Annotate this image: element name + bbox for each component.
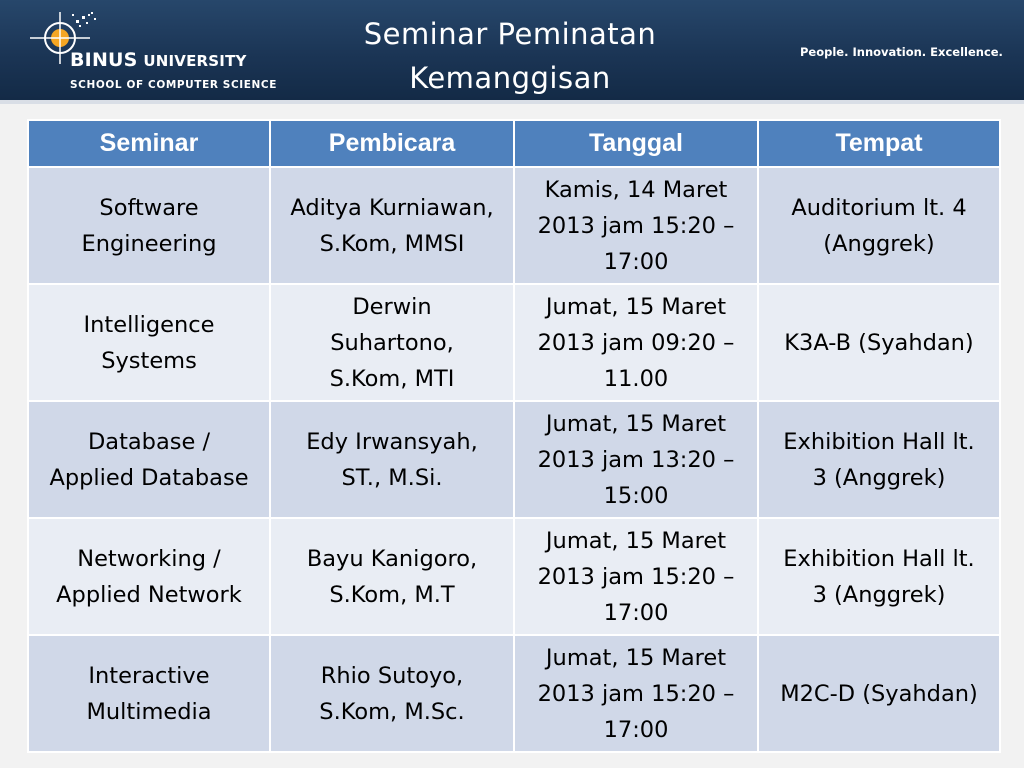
- cell-tanggal-line: Kamis, 14 Maret: [544, 176, 728, 203]
- cell-pembicara: Aditya Kurniawan, S.Kom, MMSI: [269, 166, 515, 285]
- cell-pembicara-line: ST., M.Si.: [341, 464, 443, 491]
- cell-tanggal: Jumat, 15 Maret 2013 jam 15:20 – 17:00: [513, 634, 759, 753]
- title-line-2: Kemanggisan: [409, 61, 611, 95]
- cell-pembicara-line: S.Kom, MTI: [329, 365, 455, 392]
- cell-pembicara-line: Edy Irwansyah,: [306, 428, 478, 455]
- cell-pembicara: Derwin Suhartono, S.Kom, MTI: [269, 283, 515, 402]
- cell-tempat-line: K3A-B (Syahdan): [784, 329, 974, 356]
- cell-tempat: Exhibition Hall lt. 3 (Anggrek): [757, 517, 1001, 636]
- title-line-1: Seminar Peminatan: [363, 17, 657, 51]
- cell-seminar-line: Engineering: [81, 230, 217, 257]
- table-row: Software Engineering Aditya Kurniawan, S.Ko…: [27, 166, 1001, 285]
- cell-seminar-line: Multimedia: [86, 698, 212, 725]
- cell-seminar-line: Applied Database: [49, 464, 249, 491]
- cell-seminar: Database / Applied Database: [27, 400, 271, 519]
- column-header-pembicara: Pembicara: [269, 119, 515, 168]
- cell-seminar-line: Intelligence: [83, 311, 215, 338]
- table-row: Database / Applied Database Edy Irwansyah,…: [27, 400, 1001, 519]
- cell-tanggal-line: 2013 jam 09:20 –: [537, 329, 735, 356]
- cell-seminar: Intelligence Systems: [27, 283, 271, 402]
- cell-tempat: K3A-B (Syahdan): [757, 283, 1001, 402]
- cell-seminar: Networking / Applied Network: [27, 517, 271, 636]
- cell-seminar: Interactive Multimedia: [27, 634, 271, 753]
- cell-tempat-line: M2C-D (Syahdan): [780, 680, 978, 707]
- cell-tempat-line: (Anggrek): [823, 230, 935, 257]
- cell-tanggal-line: 2013 jam 15:20 –: [537, 680, 735, 707]
- cell-tanggal-line: 2013 jam 15:20 –: [537, 563, 735, 590]
- cell-pembicara-line: Derwin: [352, 293, 432, 320]
- cell-tanggal-line: 15:00: [603, 482, 669, 509]
- cell-tempat-line: Exhibition Hall lt.: [783, 428, 975, 455]
- binus-logo-icon: [30, 12, 96, 64]
- seminar-table: Seminar Pembicara Tanggal Tempat Softwar…: [27, 119, 1001, 753]
- header-divider: [0, 100, 1024, 104]
- table-row: Intelligence Systems Derwin Suhartono, S.Kom…: [27, 283, 1001, 402]
- cell-pembicara-line: S.Kom, M.T: [329, 581, 455, 608]
- logo-school-name: SCHOOL OF COMPUTER SCIENCE: [70, 79, 277, 91]
- tagline: People. Innovation. Excellence.: [800, 45, 1003, 59]
- cell-tanggal-line: 2013 jam 15:20 –: [537, 212, 735, 239]
- cell-tanggal-line: 11.00: [603, 365, 669, 392]
- binus-logo: BINUS UNIVERSITY SCHOOL OF COMPUTER SCIE…: [28, 10, 278, 96]
- cell-tanggal: Jumat, 15 Maret 2013 jam 09:20 – 11.00: [513, 283, 759, 402]
- cell-tanggal-line: 17:00: [603, 599, 669, 626]
- cell-tanggal-line: 17:00: [603, 716, 669, 743]
- cell-seminar-line: Interactive: [88, 662, 210, 689]
- cell-tempat: Auditorium lt. 4 (Anggrek): [757, 166, 1001, 285]
- cell-tempat-line: 3 (Anggrek): [812, 464, 946, 491]
- cell-tanggal-line: Jumat, 15 Maret: [545, 293, 727, 320]
- cell-tempat-line: 3 (Anggrek): [812, 581, 946, 608]
- cell-tempat: M2C-D (Syahdan): [757, 634, 1001, 753]
- logo-university-name: BINUS UNIVERSITY: [70, 49, 247, 71]
- cell-pembicara: Edy Irwansyah, ST., M.Si.: [269, 400, 515, 519]
- table-row: Interactive Multimedia Rhio Sutoyo, S.Kom, …: [27, 634, 1001, 753]
- cell-seminar-line: Networking /: [77, 545, 221, 572]
- cell-seminar-line: Software: [99, 194, 199, 221]
- cell-seminar-line: Database /: [87, 428, 211, 455]
- cell-tanggal: Jumat, 15 Maret 2013 jam 15:20 – 17:00: [513, 517, 759, 636]
- cell-pembicara-line: Rhio Sutoyo,: [320, 662, 464, 689]
- cell-tempat: Exhibition Hall lt. 3 (Anggrek): [757, 400, 1001, 519]
- cell-tanggal: Jumat, 15 Maret 2013 jam 13:20 – 15:00: [513, 400, 759, 519]
- cell-pembicara: Rhio Sutoyo, S.Kom, M.Sc.: [269, 634, 515, 753]
- column-header-tanggal: Tanggal: [513, 119, 759, 168]
- cell-pembicara-line: S.Kom, MMSI: [319, 230, 465, 257]
- cell-tanggal: Kamis, 14 Maret 2013 jam 15:20 – 17:00: [513, 166, 759, 285]
- table-row: Networking / Applied Network Bayu Kanigoro…: [27, 517, 1001, 636]
- column-header-tempat: Tempat: [757, 119, 1001, 168]
- cell-pembicara-line: Bayu Kanigoro,: [306, 545, 478, 572]
- cell-seminar-line: Systems: [101, 347, 197, 374]
- cell-tanggal-line: Jumat, 15 Maret: [545, 410, 727, 437]
- slide-title: Seminar Peminatan Kemanggisan: [300, 12, 720, 100]
- column-header-seminar: Seminar: [27, 119, 271, 168]
- cell-tanggal-line: 2013 jam 13:20 –: [537, 446, 735, 473]
- cell-pembicara-line: Aditya Kurniawan,: [290, 194, 494, 221]
- cell-tanggal-line: Jumat, 15 Maret: [545, 644, 727, 671]
- cell-tanggal-line: 17:00: [603, 248, 669, 275]
- cell-tempat-line: Exhibition Hall lt.: [783, 545, 975, 572]
- cell-pembicara-line: Suhartono,: [330, 329, 454, 356]
- logo-binus-text: BINUS: [70, 49, 138, 71]
- slide-header: BINUS UNIVERSITY SCHOOL OF COMPUTER SCIE…: [0, 0, 1024, 100]
- cell-tanggal-line: Jumat, 15 Maret: [545, 527, 727, 554]
- cell-pembicara: Bayu Kanigoro, S.Kom, M.T: [269, 517, 515, 636]
- table-header-row: Seminar Pembicara Tanggal Tempat: [27, 119, 1001, 168]
- logo-university-text: UNIVERSITY: [143, 52, 247, 70]
- cell-tempat-line: Auditorium lt. 4: [791, 194, 967, 221]
- cell-seminar-line: Applied Network: [56, 581, 242, 608]
- cell-pembicara-line: S.Kom, M.Sc.: [319, 698, 465, 725]
- cell-seminar: Software Engineering: [27, 166, 271, 285]
